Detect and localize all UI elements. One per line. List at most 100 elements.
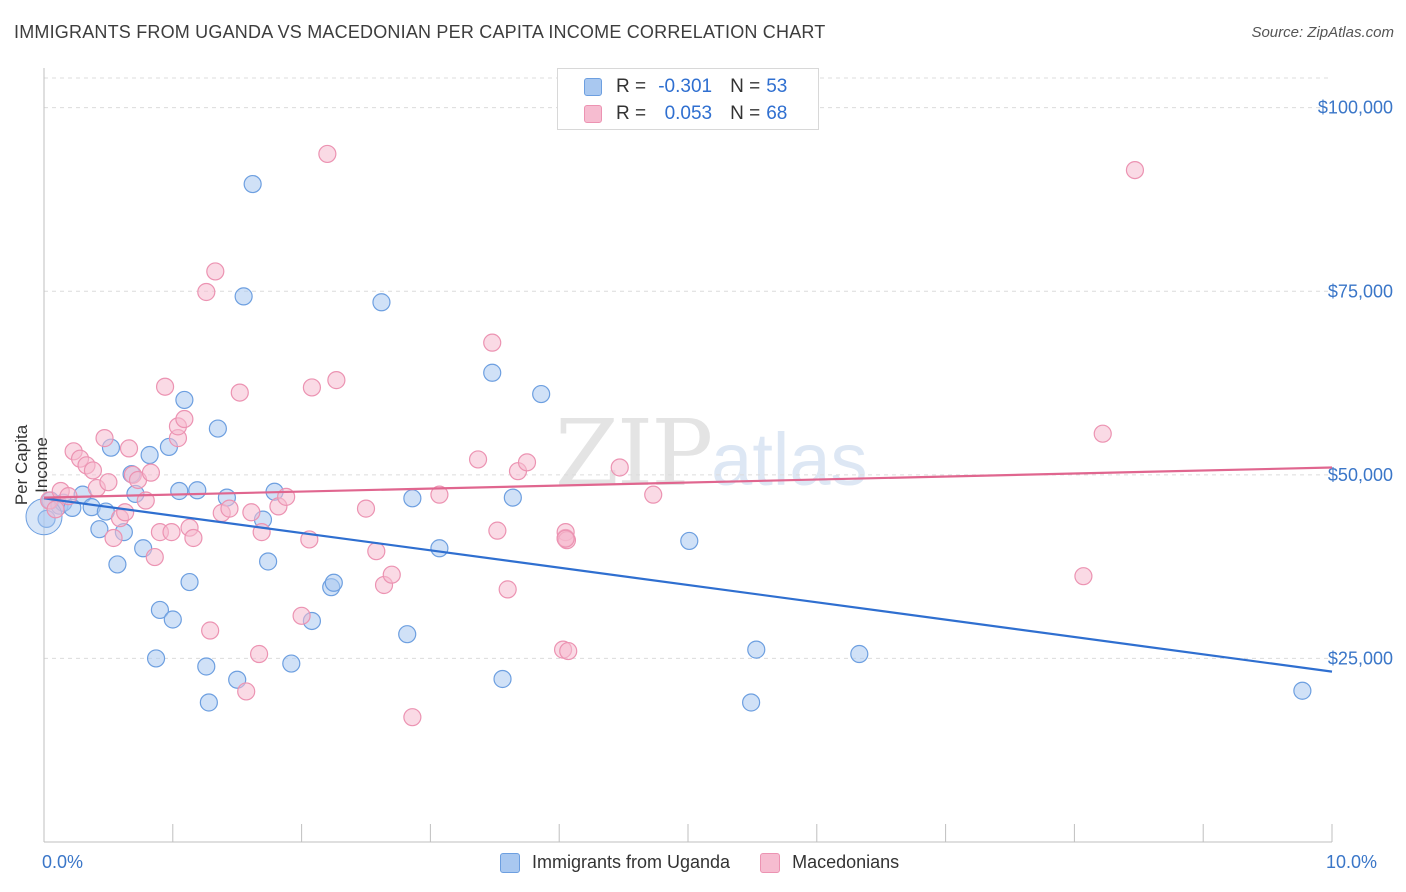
watermark: ZIPatlas [555, 400, 867, 507]
macedonian-point [237, 682, 256, 701]
macedonian-point [318, 144, 337, 164]
macedonian-point [220, 499, 239, 518]
macedonian-point [644, 485, 663, 504]
uganda-point [234, 287, 253, 306]
macedonian-point [119, 439, 139, 458]
uganda-point [188, 481, 207, 500]
macedonian-point [230, 383, 249, 402]
macedonian-point [1074, 567, 1093, 586]
macedonian-point [488, 521, 507, 540]
uganda-point [282, 654, 301, 673]
macedonian-point [184, 528, 203, 548]
uganda-point [398, 625, 417, 644]
legend-r-value-uganda: -0.301 [658, 76, 713, 97]
macedonian-point [201, 621, 220, 640]
y-axis-label: Per Capita Income [12, 424, 51, 506]
macedonian-point [242, 503, 261, 522]
y-tick-label: $50,000 [1328, 465, 1393, 485]
uganda-point [170, 481, 189, 501]
legend-swatch-macedonian [584, 105, 602, 123]
uganda-point [503, 488, 522, 507]
macedonian-point [249, 644, 269, 664]
source-label: Source: ZipAtlas.com [1251, 24, 1394, 41]
series-macedonian-points [40, 144, 1145, 727]
macedonian-point [145, 547, 164, 567]
macedonian-point [498, 580, 517, 599]
macedonian-point [430, 485, 449, 504]
legend-r-label: R = [616, 76, 647, 97]
legend-label-macedonian: Macedonians [792, 852, 900, 872]
macedonian-point [610, 458, 629, 477]
chart-title: IMMIGRANTS FROM UGANDA VS MACEDONIAN PER… [14, 22, 826, 42]
uganda-point [175, 390, 194, 410]
uganda-point [180, 572, 199, 592]
macedonian-point [292, 606, 311, 625]
uganda-point [372, 293, 391, 312]
macedonian-point [141, 463, 161, 482]
watermark-zip: ZIP [555, 400, 713, 507]
watermark-atlas: atlas [711, 418, 868, 501]
uganda-point [197, 657, 216, 676]
uganda-point [163, 610, 182, 629]
x-axis-max-label: 10.0% [1326, 852, 1378, 872]
macedonian-trend-line [43, 466, 1333, 499]
uganda-point [150, 600, 170, 620]
macedonian-point [367, 542, 386, 561]
macedonian-point [403, 708, 422, 727]
legend-swatch-uganda [584, 78, 602, 96]
axes [43, 68, 1333, 843]
macedonian-point [99, 473, 118, 492]
legend-n-value-macedonian: 68 [766, 103, 788, 124]
legend-row-uganda: R = -0.301 N = 53 [584, 74, 787, 100]
macedonian-point [83, 461, 103, 480]
uganda-point [532, 384, 551, 404]
legend-item-uganda: Immigrants from Uganda [500, 852, 730, 873]
macedonian-point [197, 282, 216, 302]
macedonian-point [556, 529, 575, 548]
uganda-point [108, 555, 127, 574]
macedonian-point [206, 262, 225, 281]
uganda-point [146, 649, 166, 668]
uganda-point [208, 419, 227, 438]
uganda-point [243, 174, 262, 194]
legend-n-value-uganda: 53 [766, 76, 788, 97]
legend-label-uganda: Immigrants from Uganda [532, 852, 731, 872]
macedonian-point [483, 333, 502, 352]
macedonian-point [382, 565, 401, 584]
uganda-point [430, 539, 449, 558]
uganda-point [1293, 681, 1312, 700]
legend-item-macedonian: Macedonians [760, 852, 899, 873]
y-tick-label: $25,000 [1328, 648, 1393, 668]
macedonian-point [116, 503, 135, 522]
macedonian-point [104, 528, 123, 548]
correlation-legend: R = -0.301 N = 53 R = 0.053 N = 68 [557, 68, 819, 130]
macedonian-point [517, 453, 537, 472]
uganda-point [140, 445, 159, 465]
macedonian-point [559, 641, 578, 661]
uganda-point [199, 693, 218, 712]
macedonian-point [1125, 160, 1145, 180]
macedonian-point [356, 499, 376, 518]
legend-r-label: R = [616, 103, 647, 124]
uganda-trend-line [43, 497, 1333, 673]
uganda-point [747, 640, 766, 659]
legend-row-macedonian: R = 0.053 N = 68 [584, 101, 787, 127]
uganda-point [90, 520, 109, 539]
y-tick-label: $100,000 [1318, 98, 1393, 118]
macedonian-point [302, 378, 322, 397]
y-tick-label: $75,000 [1328, 281, 1393, 301]
legend-n-label: N = [730, 76, 761, 97]
uganda-point [680, 531, 699, 551]
macedonian-point [327, 371, 346, 390]
uganda-point [742, 693, 761, 712]
uganda-point [850, 644, 869, 664]
x-axis-min-label: 0.0% [42, 852, 84, 872]
uganda-point [403, 489, 422, 508]
series-legend: Immigrants from Uganda Macedonians [500, 852, 929, 873]
legend-swatch-uganda [500, 852, 520, 873]
uganda-point [324, 573, 343, 592]
uganda-point [483, 363, 502, 382]
macedonian-point [162, 523, 181, 542]
macedonian-point [1093, 424, 1112, 443]
